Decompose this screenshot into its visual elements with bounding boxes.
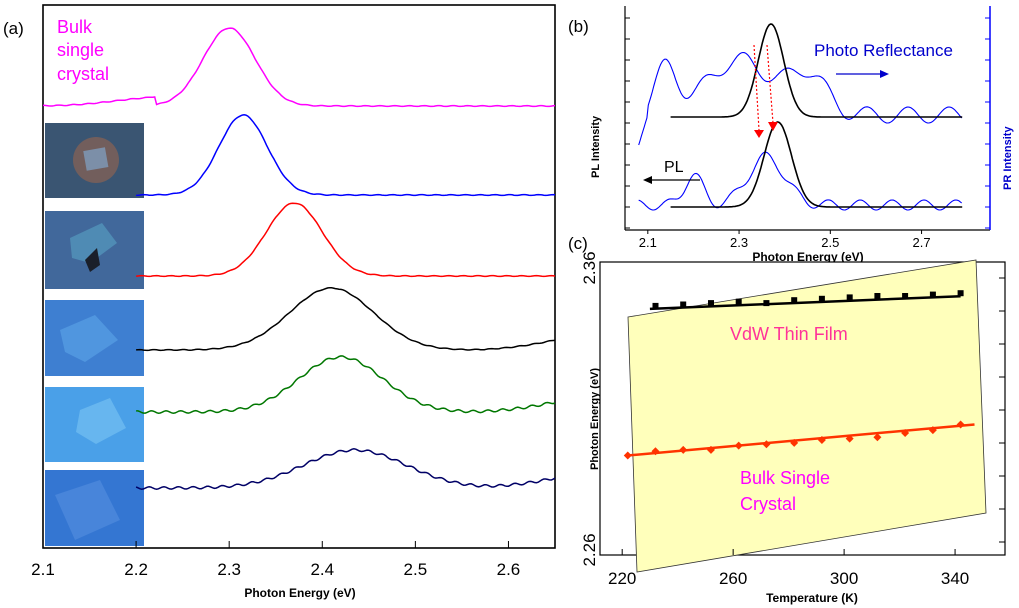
- sample-thumbnail-5-flake: [55, 480, 120, 540]
- pl-line-upper: [670, 23, 963, 118]
- data-point-thin-film: [846, 294, 853, 301]
- annotation-photo-reflectance: Photo Reflectance: [814, 41, 953, 60]
- pl-arrowhead: [643, 176, 652, 184]
- data-point-bulk: [679, 445, 688, 454]
- data-point-bulk: [651, 447, 660, 456]
- panel-a-x-ticks: 2.1 2.2 2.3 2.4 2.5 2.6: [31, 541, 520, 579]
- data-point-bulk: [873, 433, 882, 442]
- data-point-thin-film: [818, 295, 825, 302]
- panel-c-x-tick-label: 260: [719, 569, 747, 588]
- peak-shift-arrowhead-1: [754, 130, 764, 138]
- panel-a-label: (a): [3, 19, 24, 38]
- panel-c-y-tick-label: 2.26: [580, 533, 599, 566]
- data-point-bulk: [790, 438, 799, 447]
- sample-thumbnail-3-flake: [60, 315, 118, 362]
- panel-a-x-tick-label: 2.5: [404, 560, 428, 579]
- panel-b-x-tick-label: 2.1: [639, 235, 657, 250]
- annotation-bulk-line1: Bulk: [57, 17, 93, 37]
- annotation-crystal: Crystal: [740, 494, 796, 514]
- panel-c-label: (c): [568, 234, 588, 253]
- annotation-bulk-line3: crystal: [57, 64, 109, 84]
- annotation-pl: PL: [664, 159, 684, 176]
- panel-b-y-ticks: [625, 17, 990, 229]
- panel-a-x-tick-label: 2.3: [217, 560, 241, 579]
- panel-c-x-tick-label: 300: [830, 569, 858, 588]
- panel-a-x-tick-label: 2.4: [310, 560, 334, 579]
- photo-reflectance-arrowhead: [880, 70, 889, 78]
- data-point-thin-film: [735, 298, 742, 305]
- data-point-thin-film: [957, 290, 964, 297]
- annotation-bulk-line2: single: [57, 40, 104, 60]
- annotation-vdw-thin-film: VdW Thin Film: [730, 324, 848, 344]
- fit-line-thin-film: [649, 294, 961, 311]
- data-point-thin-film: [929, 291, 936, 298]
- spectrum-line-3: [135, 202, 556, 278]
- data-point-thin-film: [902, 293, 909, 299]
- data-point-bulk: [956, 420, 965, 429]
- peak-shift-arrow-2: [766, 44, 774, 124]
- data-point-thin-film: [791, 297, 798, 304]
- panel-b-x-ticks: 2.1 2.3 2.5 2.7: [639, 230, 931, 250]
- data-point-bulk: [762, 440, 771, 449]
- overlay-plot-panel: [627, 259, 987, 573]
- panel-b-y-axis-label-left: PL Intensity: [590, 115, 602, 178]
- data-point-thin-film: [763, 300, 770, 307]
- data-point-bulk: [706, 445, 715, 454]
- panel-a-spectra: [43, 27, 556, 490]
- panel-a-x-tick-label: 2.6: [497, 560, 521, 579]
- sample-thumbnail-1-flake: [83, 147, 109, 171]
- data-point-bulk: [817, 436, 826, 445]
- panel-b-y-axis-label-right: PR Intensity: [1002, 126, 1014, 190]
- panel-c-x-tick-label: 340: [941, 569, 969, 588]
- sample-thumbnail-2-dark: [85, 248, 100, 272]
- data-point-thin-film: [652, 302, 659, 309]
- data-point-thin-film: [680, 301, 687, 308]
- spectrum-line-6: [135, 448, 556, 490]
- pr-line-upper: [638, 51, 963, 146]
- panel-a-x-tick-label: 2.2: [124, 560, 148, 579]
- data-point-bulk: [901, 428, 910, 437]
- panel-c-y-axis-label: Photon Energy (eV): [589, 368, 601, 470]
- panel-c-ticks: 220 260 300 340 2.36 2.26: [580, 251, 1005, 588]
- panel-b-x-tick-label: 2.3: [730, 235, 748, 250]
- sample-thumbnail-4-flake: [76, 398, 126, 444]
- panel-c-x-axis-label: Temperature (K): [766, 591, 858, 605]
- data-point-thin-film: [708, 300, 714, 307]
- data-point-bulk: [845, 434, 854, 443]
- panel-c-x-tick-label: 220: [608, 569, 636, 588]
- spectrum-line-5: [136, 355, 556, 414]
- annotation-bulk-single: Bulk Single: [740, 468, 830, 488]
- panel-c-series: [623, 290, 975, 460]
- panel-b-x-tick-label: 2.7: [913, 235, 931, 250]
- panel-a-x-tick-label: 2.1: [31, 560, 55, 579]
- panel-a-frame: [42, 4, 556, 549]
- spectrum-line-4: [136, 286, 556, 352]
- panel-b-x-tick-label: 2.5: [821, 235, 839, 250]
- data-point-bulk: [928, 426, 937, 435]
- pr-line-lower: [638, 151, 963, 211]
- spectrum-line-1: [43, 27, 556, 108]
- panel-a-x-axis-label: Photon Energy (eV): [244, 586, 355, 600]
- sample-thumbnail-2-flake: [70, 223, 117, 263]
- panel-b-spectra: [638, 23, 963, 211]
- data-point-bulk: [623, 451, 632, 460]
- data-point-bulk: [734, 441, 743, 450]
- data-point-thin-film: [874, 293, 881, 299]
- sample-thumbnails: [45, 123, 144, 546]
- spectrum-line-2: [136, 114, 556, 197]
- panel-b-x-axis-label: Photon Energy (eV): [752, 250, 863, 264]
- pl-line-lower: [670, 121, 963, 208]
- peak-shift-arrowhead-2: [768, 122, 778, 131]
- panel-c-y-tick-label: 2.36: [580, 251, 599, 284]
- panel-b-label: (b): [568, 17, 589, 36]
